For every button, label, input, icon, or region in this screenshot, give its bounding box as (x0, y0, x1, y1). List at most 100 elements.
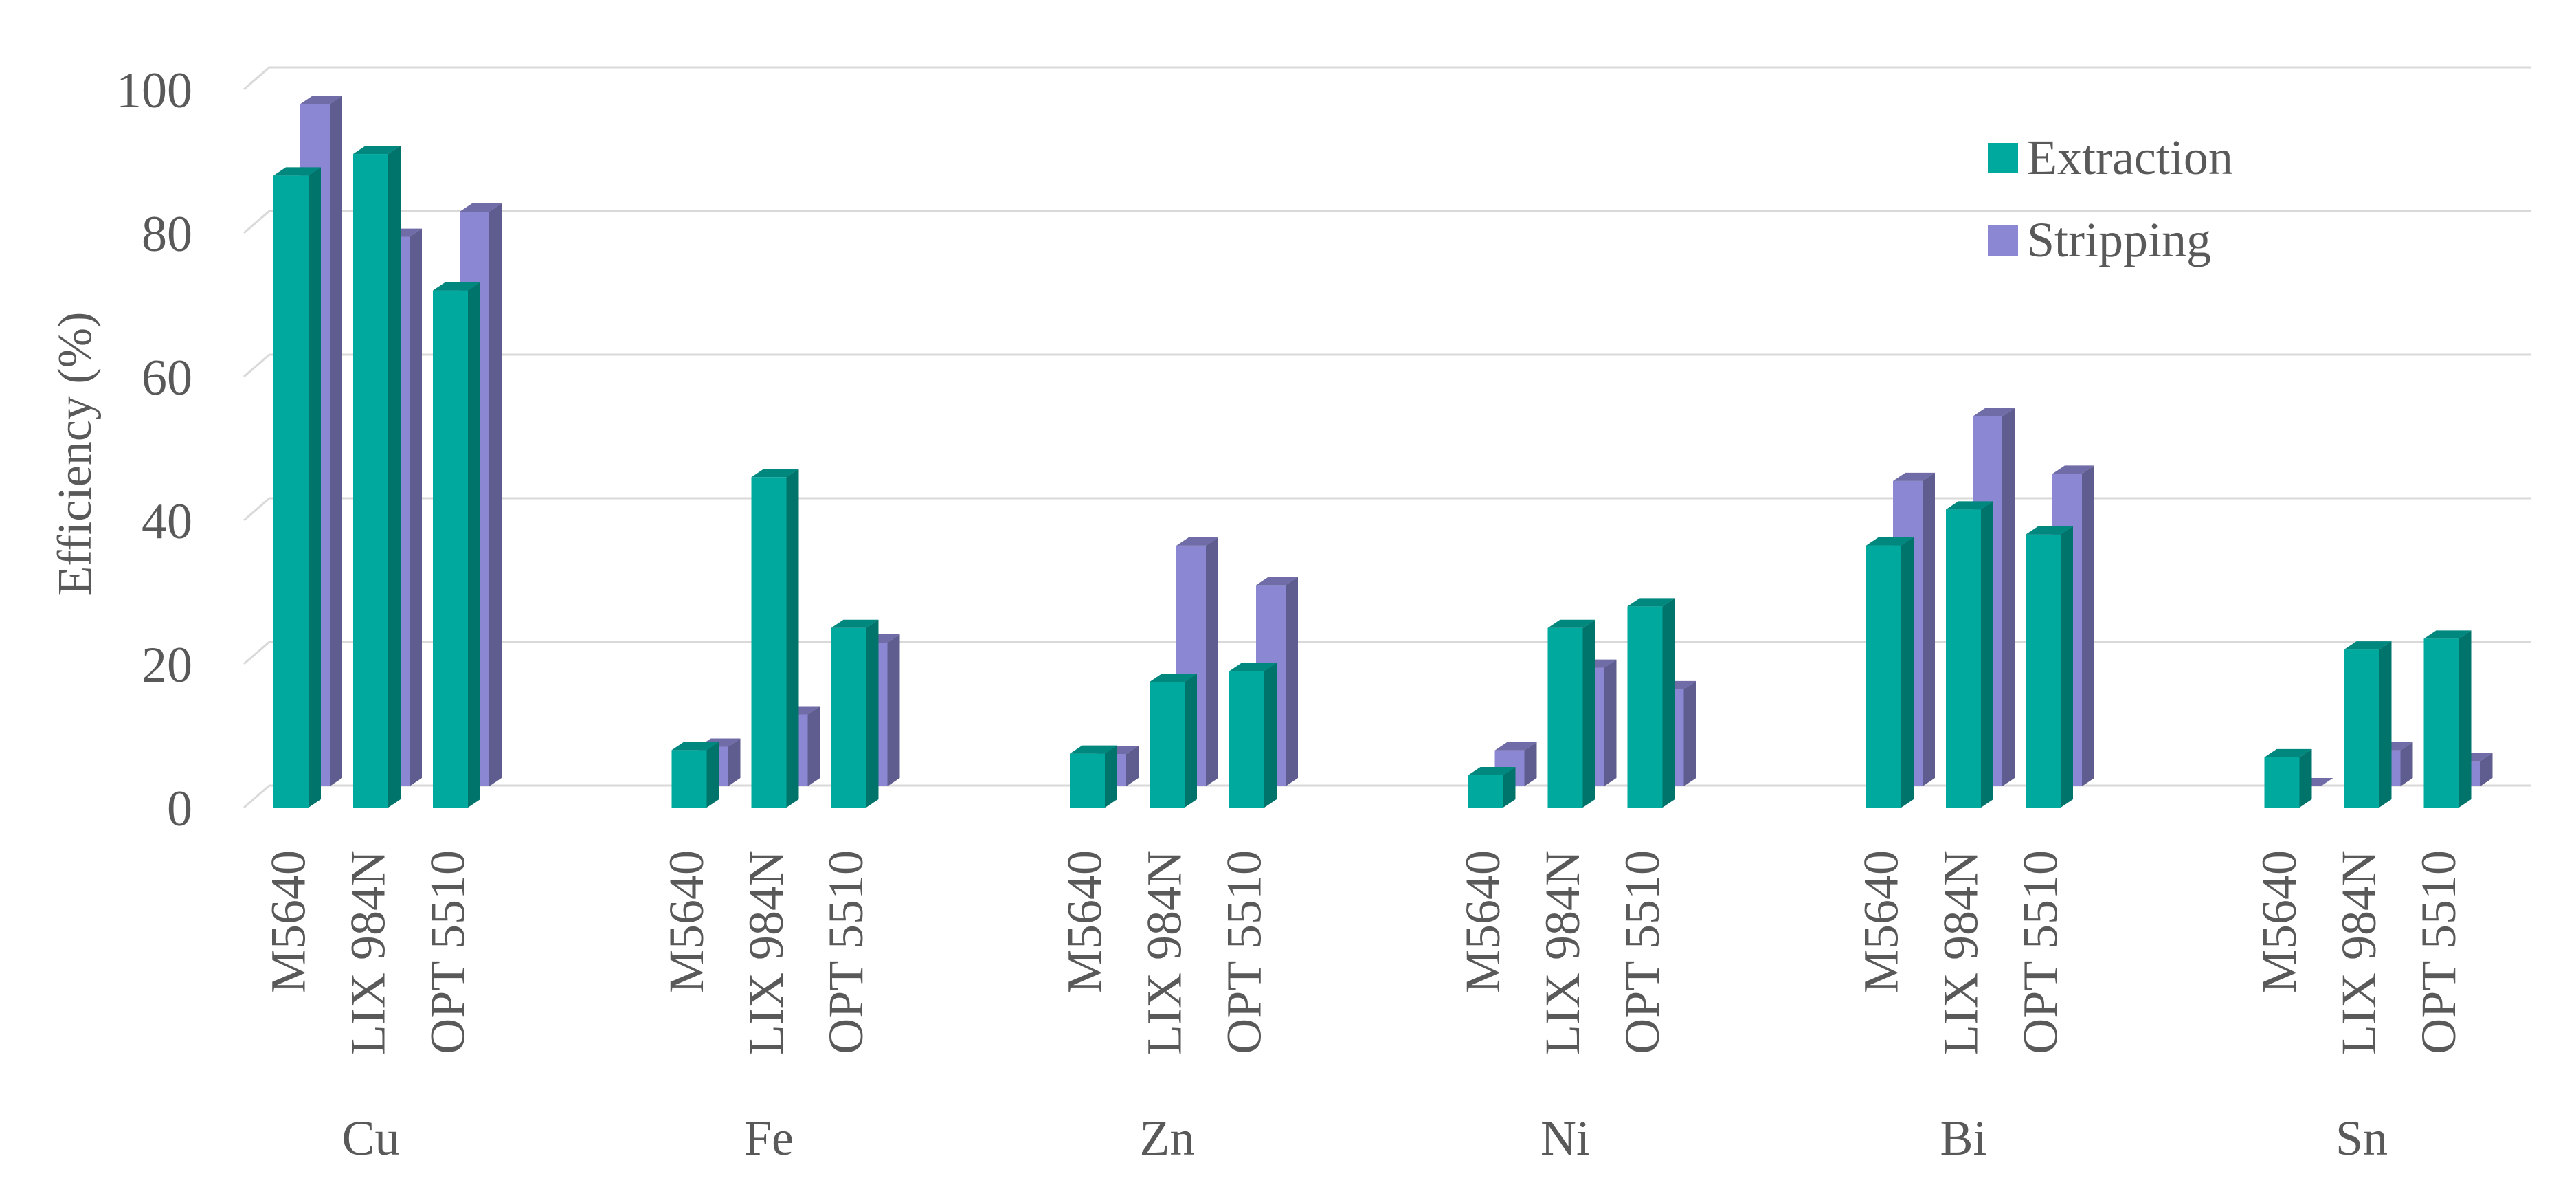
group-label-ni: Ni (1541, 1111, 1590, 1166)
bar-extraction-sn-opt-5510-side (2459, 630, 2472, 808)
y-axis: 0 20 40 60 80 100 (116, 63, 192, 837)
group-label-fe: Fe (744, 1111, 794, 1166)
bar-extraction-bi-lix-984n (1946, 501, 1993, 808)
bar-extraction-ni-opt-5510 (1627, 598, 1675, 808)
bar-stripping-fe-m5640-side (728, 738, 741, 786)
bar-extraction-sn-m5640-side (2299, 748, 2312, 808)
bar-stripping-zn-lix-984n-side (1206, 537, 1218, 786)
group-label-sn: Sn (2336, 1111, 2388, 1166)
bar-extraction-zn-lix-984n-top (1150, 674, 1197, 682)
bar-stripping-zn-opt-5510-side (1286, 577, 1298, 786)
group-label-bi: Bi (1940, 1111, 1986, 1166)
bar-stripping-cu-opt-5510-top (460, 203, 502, 212)
category-label-ni-opt-5510: OPT 5510 (1615, 850, 1670, 1054)
y-tick-label: 40 (142, 493, 192, 550)
bar-extraction-ni-m5640 (1468, 766, 1516, 808)
bar-extraction-zn-lix-984n-side (1185, 674, 1197, 808)
bar-extraction-cu-lix-984n-side (388, 146, 401, 808)
category-label-sn-m5640: M5640 (2252, 850, 2307, 993)
bar-stripping-ni-m5640-side (1524, 742, 1537, 786)
bar-stripping-bi-m5640-side (1923, 472, 1935, 786)
bar-stripping-fe-opt-5510-side (887, 634, 900, 786)
bar-extraction-fe-m5640 (671, 742, 719, 808)
bar-stripping-fe-lix-984n-side (807, 706, 820, 786)
category-label-fe-lix-984n: LIX 984N (739, 850, 794, 1055)
bar-stripping-cu-m5640-side (330, 96, 342, 786)
category-label-sn-lix-984n: LIX 984N (2331, 850, 2386, 1055)
bar-extraction-cu-lix-984n (353, 146, 401, 808)
bar-extraction-bi-m5640-top (1866, 537, 1914, 546)
bar-extraction-sn-lix-984n-side (2379, 641, 2392, 808)
y-tick-label: 80 (142, 206, 192, 263)
legend-item-extraction[interactable]: Extraction (1988, 130, 2233, 185)
category-label-bi-opt-5510: OPT 5510 (2013, 850, 2068, 1054)
legend-swatch-extraction (1988, 143, 2018, 173)
legend: Extraction Stripping (1988, 130, 2233, 267)
bar-extraction-ni-lix-984n-top (1547, 619, 1595, 628)
gridline-side (243, 353, 270, 378)
grid-layer (243, 66, 2531, 809)
bar-extraction-ni-opt-5510-side (1662, 598, 1675, 808)
bar-extraction-bi-opt-5510-face (2026, 534, 2061, 808)
bar-extraction-sn-lix-984n-top (2344, 641, 2392, 650)
bar-extraction-ni-opt-5510-face (1627, 606, 1663, 808)
category-label-bi-lix-984n: LIX 984N (1934, 850, 1989, 1055)
y-tick-label: 0 (167, 781, 192, 837)
bar-extraction-bi-lix-984n-top (1946, 501, 1993, 510)
bar-stripping-sn-opt-5510-side (2480, 753, 2493, 786)
category-label-fe-m5640: M5640 (659, 850, 714, 993)
group-label-cu: Cu (341, 1111, 399, 1166)
bar-stripping-bi-opt-5510-top (2052, 465, 2094, 474)
y-tick-label: 20 (142, 637, 192, 693)
bar-extraction-ni-opt-5510-top (1627, 598, 1675, 607)
bar-extraction-cu-opt-5510-side (468, 282, 480, 808)
bar-extraction-fe-lix-984n-face (751, 477, 787, 808)
bar-extraction-fe-lix-984n-top (751, 469, 799, 478)
category-label-zn-lix-984n: LIX 984N (1137, 850, 1192, 1055)
bar-extraction-bi-m5640 (1866, 537, 1914, 808)
gridline-side (243, 497, 270, 522)
bar-extraction-fe-lix-984n-side (786, 469, 799, 808)
bar-extraction-sn-m5640-top (2264, 748, 2312, 757)
bar-extraction-bi-opt-5510 (2026, 526, 2073, 808)
y-tick-label: 60 (142, 350, 192, 406)
bar-extraction-sn-lix-984n-face (2344, 649, 2379, 808)
bar-stripping-ni-lix-984n-side (1604, 659, 1617, 786)
bar-extraction-sn-opt-5510-top (2423, 630, 2472, 639)
bar-extraction-sn-opt-5510 (2423, 630, 2472, 808)
bar-extraction-fe-m5640-side (706, 742, 719, 808)
group-label-zn: Zn (1140, 1111, 1195, 1166)
bar-extraction-fe-lix-984n (751, 469, 799, 808)
bar-stripping-cu-lix-984n-side (410, 228, 422, 786)
bar-extraction-fe-opt-5510 (831, 619, 879, 808)
bar-extraction-bi-lix-984n-face (1946, 509, 1981, 808)
bar-extraction-ni-lix-984n-side (1582, 619, 1595, 808)
bar-stripping-bi-m5640-top (1893, 472, 1935, 481)
bar-extraction-bi-lix-984n-side (1981, 501, 1993, 808)
bar-extraction-cu-opt-5510 (433, 282, 480, 808)
bar-extraction-ni-m5640-top (1468, 766, 1516, 775)
category-label-sn-opt-5510: OPT 5510 (2411, 850, 2466, 1054)
category-label-cu-m5640: M5640 (261, 850, 316, 993)
bar-extraction-zn-m5640-side (1105, 745, 1117, 808)
category-label-ni-m5640: M5640 (1455, 850, 1510, 993)
category-label-zn-m5640: M5640 (1057, 850, 1112, 993)
bar-extraction-fe-m5640-face (671, 750, 707, 808)
bar-stripping-cu-opt-5510-side (489, 203, 502, 786)
x-axis: M5640 LIX 984N OPT 5510 Cu M5640 LIX 984N OPT … (261, 850, 2467, 1166)
bar-stripping-bi-lix-984n-top (1973, 408, 2015, 416)
bar-extraction-ni-m5640-side (1503, 766, 1516, 808)
bar-extraction-sn-opt-5510-face (2423, 638, 2459, 808)
bar-stripping-zn-lix-984n-top (1176, 537, 1218, 546)
bar-stripping-zn-m5640-side (1126, 745, 1139, 786)
bar-extraction-sn-m5640-face (2264, 757, 2300, 808)
bar-extraction-cu-opt-5510-face (433, 290, 468, 808)
legend-item-stripping[interactable]: Stripping (1988, 212, 2211, 267)
bar-extraction-zn-lix-984n-face (1150, 682, 1185, 808)
bar-extraction-cu-m5640 (273, 167, 321, 808)
bar-stripping-ni-opt-5510-side (1683, 680, 1696, 786)
bar-extraction-zn-m5640 (1070, 745, 1117, 808)
bar-stripping-ni-m5640-top (1494, 742, 1537, 751)
bar-extraction-bi-opt-5510-side (2061, 526, 2073, 808)
category-label-fe-opt-5510: OPT 5510 (818, 850, 873, 1054)
